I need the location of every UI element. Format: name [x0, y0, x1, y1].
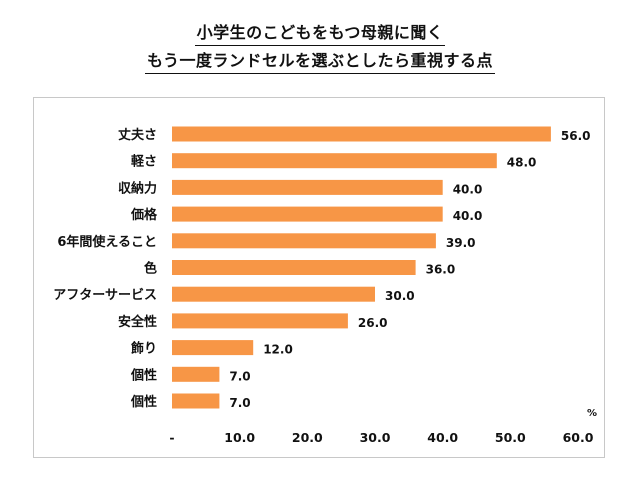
bars-layer [172, 126, 551, 409]
value-label: 40.0 [453, 182, 483, 196]
category-label: 収納力 [118, 180, 157, 196]
x-tick-label: 60.0 [563, 430, 594, 445]
value-label: 48.0 [507, 156, 537, 170]
category-label: 価格 [130, 207, 158, 223]
category-label: 色 [144, 261, 157, 277]
chart-title: 小学生のこどもをもつ母親に聞く もう一度ランドセルを選ぶとしたら重視する点 [0, 22, 640, 78]
bar [172, 179, 443, 195]
x-axis-ticks: - 10.0 20.0 30.0 40.0 50.0 60.0 [169, 430, 593, 445]
value-label: 39.0 [446, 236, 476, 250]
x-tick-label: 30.0 [360, 430, 391, 445]
bar [172, 366, 220, 382]
value-label: 7.0 [229, 396, 250, 410]
category-label: 個性 [130, 394, 157, 410]
value-label: 36.0 [426, 263, 456, 277]
value-label: 7.0 [229, 369, 250, 383]
category-label: 個性 [130, 367, 157, 383]
bar [172, 286, 375, 302]
category-label: 飾り [131, 341, 157, 357]
bar [172, 206, 443, 222]
category-label: アフターサービス [53, 287, 157, 303]
bar [172, 340, 254, 356]
value-labels: 56.0 48.0 40.0 40.0 39.0 36.0 30.0 26.0 12.0 7.0 7… [229, 129, 590, 410]
unit-label: % [587, 408, 597, 419]
x-tick-label: - [169, 430, 174, 445]
x-tick-label: 20.0 [292, 430, 323, 445]
bar [172, 393, 220, 409]
category-label: 6年間使えること [57, 234, 157, 250]
x-tick-label: 10.0 [224, 430, 255, 445]
bar [172, 126, 551, 142]
bar [172, 233, 436, 249]
bar [172, 260, 416, 275]
bar [172, 153, 497, 169]
category-label: 軽さ [131, 154, 157, 170]
category-label: 丈夫さ [118, 127, 157, 143]
x-tick-label: 50.0 [495, 430, 526, 445]
x-tick-label: 40.0 [427, 430, 458, 445]
title-line-1: 小学生のこどもをもつ母親に聞く [194, 22, 446, 46]
category-label: 安全性 [118, 314, 157, 330]
value-label: 40.0 [453, 209, 483, 223]
value-label: 12.0 [263, 343, 293, 357]
bar [172, 313, 348, 329]
plot-frame [33, 97, 605, 458]
value-label: 56.0 [561, 129, 591, 143]
value-label: 26.0 [358, 316, 388, 330]
title-line-2: もう一度ランドセルを選ぶとしたら重視する点 [144, 50, 496, 74]
value-label: 30.0 [385, 289, 415, 303]
